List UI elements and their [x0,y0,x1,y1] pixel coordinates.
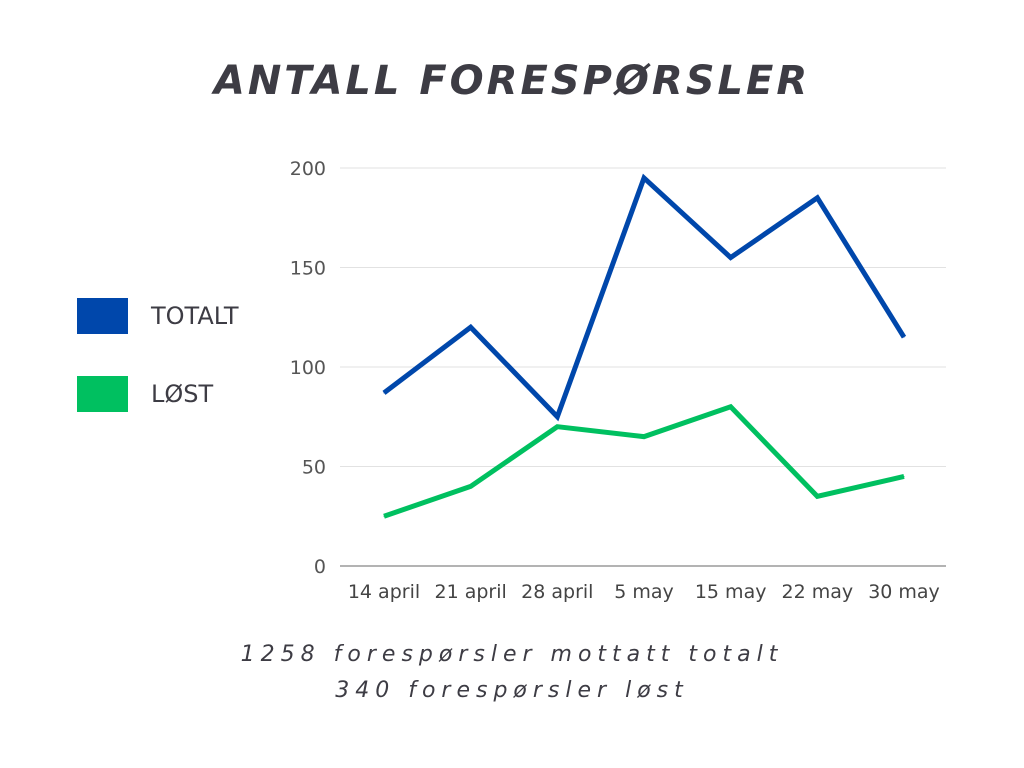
series-line-1 [383,403,905,519]
y-tick-label: 0 [314,556,326,578]
x-tick-label: 15 may [695,581,767,603]
data-point [643,177,645,179]
legend-label-lost: LØST [151,380,214,408]
gridlines [340,167,946,567]
y-tick-label: 200 [290,158,326,180]
legend-item-lost: LØST [77,376,239,412]
y-tick-label: 50 [302,457,326,479]
legend-label-totalt: TOTALT [151,302,239,330]
data-point [730,406,732,408]
x-axis-ticks: 14 april 21 april 28 april 5 may 15 may 22 ma… [348,581,940,603]
data-point [556,416,558,418]
y-tick-label: 150 [290,258,326,280]
x-tick-label: 28 april [521,581,593,603]
series-lines [382,173,907,519]
data-point [730,257,732,259]
chart-title: ANTALL FORESPØRSLER [213,58,811,104]
footnote-solved: 340 forespørsler løst [335,678,689,703]
footnote-total: 1258 forespørsler mottatt totalt [240,642,784,667]
legend: TOTALT LØST [77,298,239,454]
data-point [816,495,818,497]
data-point [643,436,645,438]
data-point [556,426,558,428]
data-point [383,392,385,394]
legend-swatch-totalt [77,298,128,334]
y-axis-ticks: 0 50 100 150 200 [290,158,326,578]
x-tick-label: 14 april [348,581,420,603]
data-point [816,197,818,199]
legend-swatch-lost [77,376,128,412]
legend-item-totalt: TOTALT [77,298,239,334]
series-line-0 [382,173,907,422]
data-point [383,515,385,517]
data-point [903,336,905,338]
x-tick-label: 22 may [782,581,854,603]
x-tick-label: 5 may [614,581,674,603]
y-tick-label: 100 [290,357,326,379]
x-tick-label: 30 may [868,581,940,603]
data-point [470,326,472,328]
data-point [903,475,905,477]
x-tick-label: 21 april [435,581,507,603]
data-point [470,485,472,487]
